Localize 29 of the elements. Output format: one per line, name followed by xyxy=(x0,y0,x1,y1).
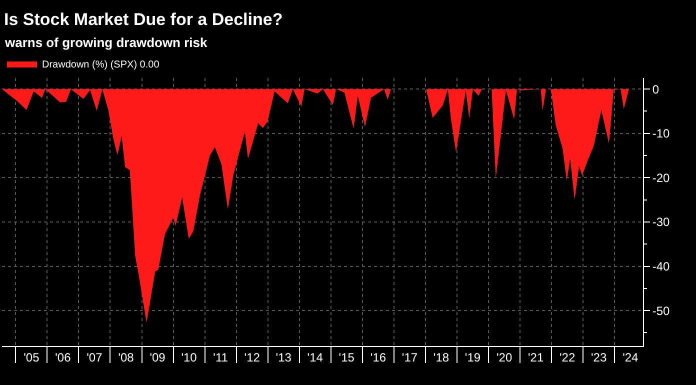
x-tick-label: '17 xyxy=(402,350,418,364)
x-tick-label: '08 xyxy=(118,350,134,364)
y-tick-label: -40 xyxy=(652,259,670,274)
legend-label: Drawdown (%) (SPX) 0.00 xyxy=(42,59,160,70)
x-tick-label: '20 xyxy=(496,350,512,364)
y-tick-label: -20 xyxy=(652,170,670,185)
x-tick-label: '13 xyxy=(276,350,292,364)
x-tick-label: '18 xyxy=(433,350,450,364)
x-tick-label: '14 xyxy=(307,350,324,364)
y-tick-label: 0 xyxy=(652,82,660,96)
x-tick-label: '15 xyxy=(338,350,355,364)
x-tick-label: '06 xyxy=(55,350,72,364)
x-tick-label: '23 xyxy=(590,350,607,364)
x-tick-label: '16 xyxy=(370,350,386,364)
x-tick-label: '12 xyxy=(244,350,260,364)
x-tick-label: '24 xyxy=(622,350,639,364)
x-tick-label: '09 xyxy=(150,350,166,364)
x-tick-label: '21 xyxy=(528,350,544,364)
x-tick-label: '10 xyxy=(181,350,198,364)
x-tick-label: '05 xyxy=(24,350,40,364)
x-tick-label: '19 xyxy=(464,350,481,364)
y-tick-label: -50 xyxy=(652,304,670,318)
chart-title: Is Stock Market Due for a Decline? xyxy=(4,10,283,29)
y-tick-label: -30 xyxy=(652,215,670,230)
x-tick-label: '07 xyxy=(86,350,103,364)
chart-subtitle: warns of growing drawdown risk xyxy=(4,35,208,50)
y-tick-label: -10 xyxy=(652,126,670,141)
x-tick-label: '22 xyxy=(559,350,576,364)
x-tick-label: '11 xyxy=(213,350,228,364)
